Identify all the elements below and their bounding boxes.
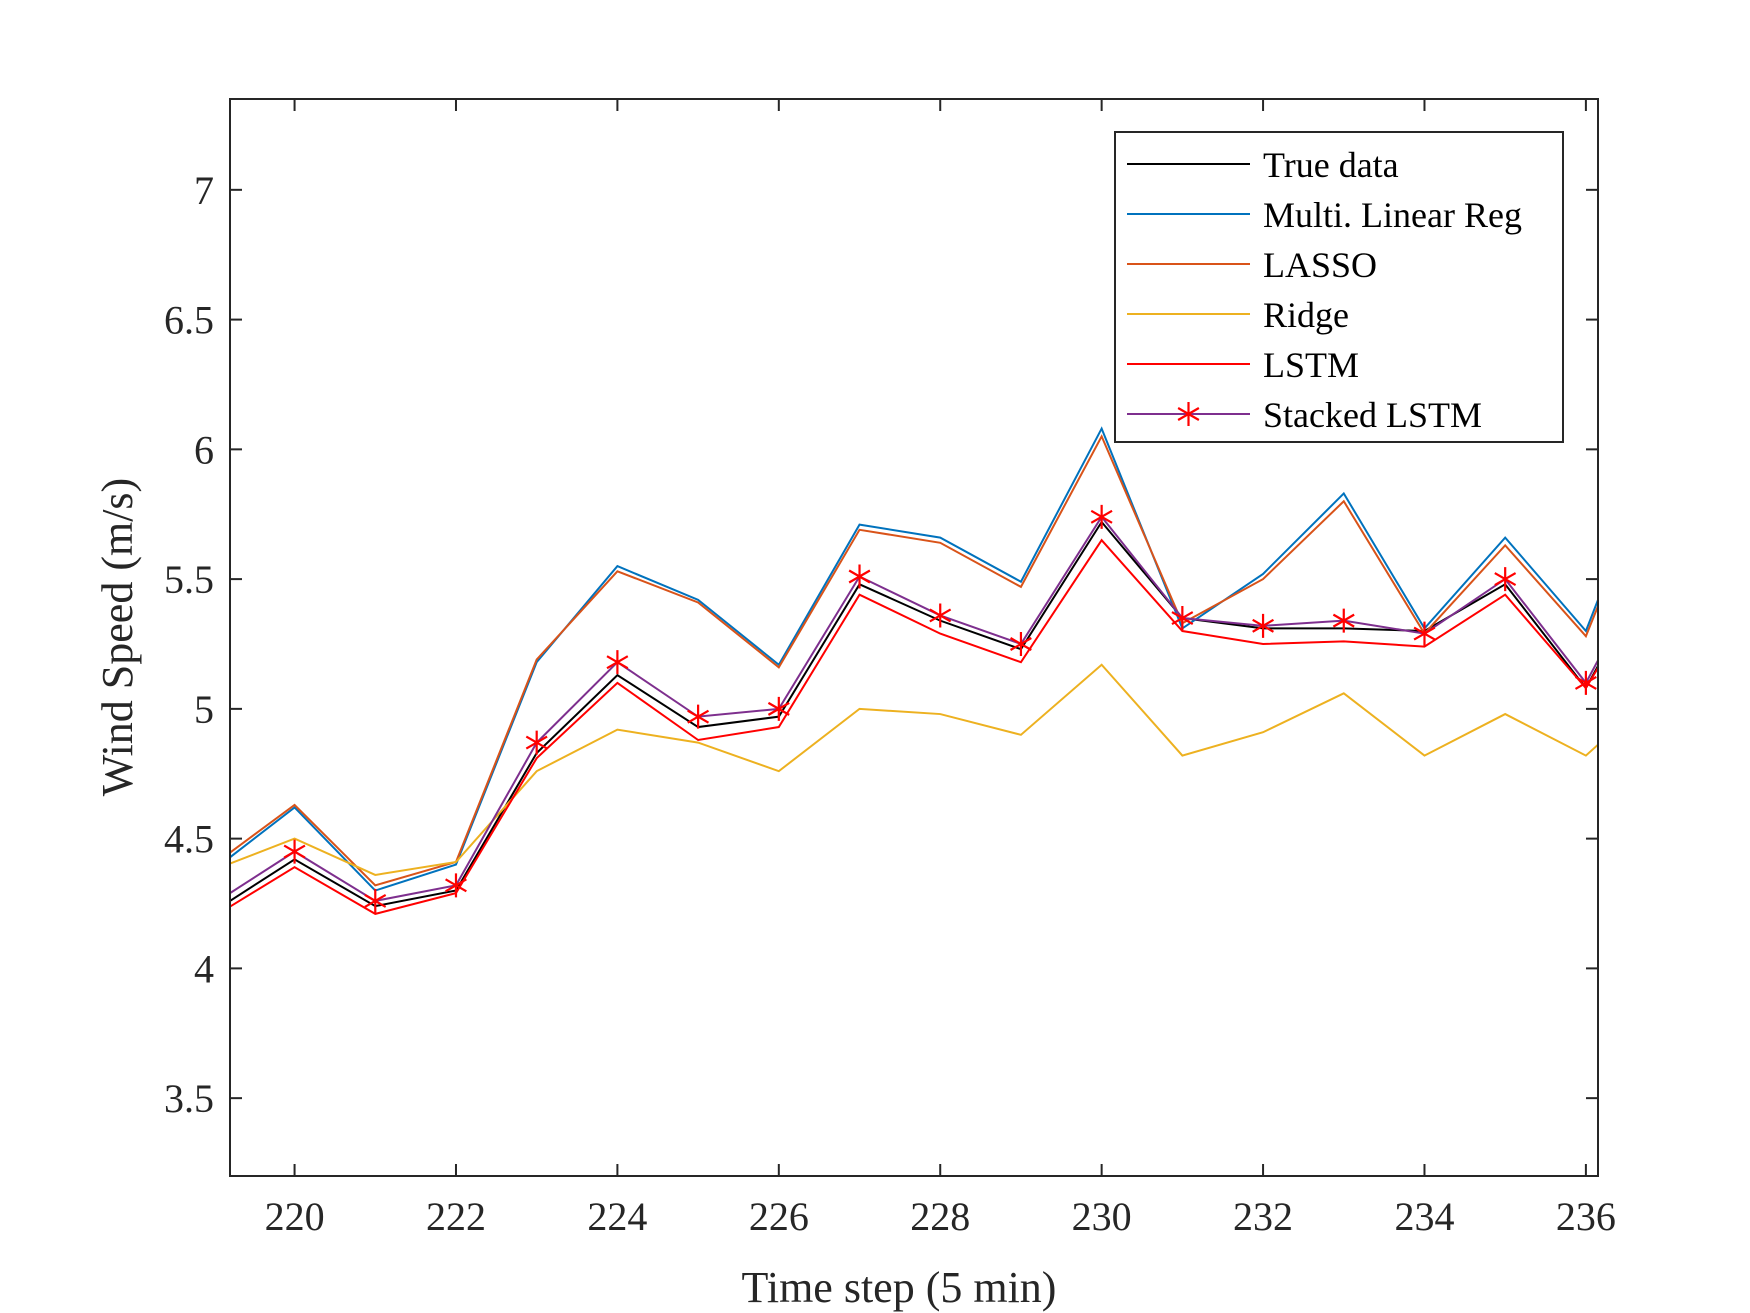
series-point-stacked-lstm: [606, 650, 629, 675]
y-tick-label: 7: [194, 168, 214, 213]
legend-marker-stacked-lstm: [1177, 402, 1200, 426]
legend: True data Multi. Linear Reg LASSO Ridge LSTM…: [1114, 131, 1564, 443]
y-axis-title: Wind Speed (m/s): [93, 478, 142, 796]
legend-label-true-data: True data: [1263, 145, 1399, 185]
legend-label-multi-linear-reg: Multi. Linear Reg: [1263, 195, 1522, 235]
x-tick-label: 220: [265, 1194, 325, 1239]
plot-frame: [229, 98, 1599, 1177]
series-point-stacked-lstm: [848, 564, 871, 589]
series-point-stacked-lstm: [1494, 567, 1517, 592]
x-tick-label: 234: [1394, 1194, 1454, 1239]
y-tick-label: 4: [194, 946, 214, 991]
series-point-stacked-lstm: [364, 888, 387, 913]
legend-label-lstm: LSTM: [1263, 345, 1359, 385]
x-tick-label: 222: [426, 1194, 486, 1239]
series-point-stacked-lstm: [1574, 670, 1597, 695]
series-point-stacked-lstm: [767, 696, 790, 721]
legend-label-stacked-lstm: Stacked LSTM: [1263, 395, 1482, 435]
x-tick-label: 226: [749, 1194, 809, 1239]
x-tick-label: 232: [1233, 1194, 1293, 1239]
series-point-stacked-lstm: [929, 603, 952, 628]
y-tick-label: 5: [194, 687, 214, 732]
x-axis-ticks: 220 222 224 226 228 230 232 234 236: [265, 99, 1616, 1239]
y-tick-label: 6.5: [164, 298, 214, 343]
series-layer: [230, 426, 1598, 915]
legend-label-lasso: LASSO: [1263, 245, 1377, 285]
y-axis-ticks: 3.5 4 4.5 5 5.5 6 6.5 7: [164, 168, 1598, 1121]
series-point-stacked-lstm: [445, 873, 467, 898]
x-tick-label: 228: [910, 1194, 970, 1239]
x-axis-title: Time step (5 min): [742, 1263, 1057, 1312]
series-point-stacked-lstm: [687, 704, 710, 729]
series-point-stacked-lstm: [1413, 621, 1436, 646]
y-tick-label: 5.5: [164, 557, 214, 602]
legend-label-ridge: Ridge: [1263, 295, 1349, 335]
legend-box: [1114, 131, 1564, 443]
y-tick-label: 3.5: [164, 1076, 214, 1121]
x-tick-label: 230: [1072, 1194, 1132, 1239]
series-point-stacked-lstm: [283, 839, 306, 864]
series-point-stacked-lstm: [1090, 504, 1113, 529]
series-line-ridge: [230, 663, 1598, 876]
series-point-stacked-lstm: [525, 730, 548, 755]
y-tick-label: 4.5: [164, 817, 214, 862]
series-point-stacked-lstm: [1009, 631, 1032, 656]
series-point-stacked-lstm: [1252, 613, 1275, 638]
x-tick-label: 224: [587, 1194, 647, 1239]
x-tick-label: 236: [1556, 1194, 1616, 1239]
series-point-stacked-lstm: [1332, 608, 1355, 633]
series-point-stacked-lstm: [1171, 606, 1194, 631]
y-tick-label: 6: [194, 427, 214, 472]
